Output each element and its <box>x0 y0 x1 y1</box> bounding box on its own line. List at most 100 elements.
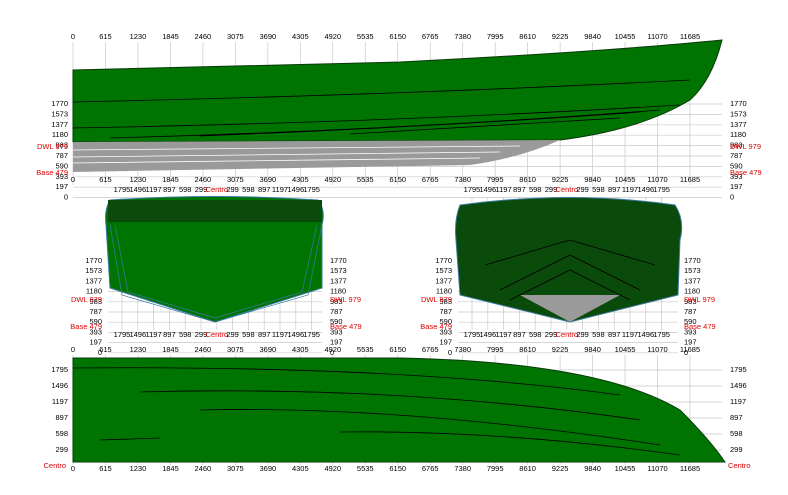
x-label-bottom: 7380 <box>454 175 471 184</box>
plan-y-left: 598 <box>55 429 68 438</box>
plan-x-label-bottom: 4305 <box>292 464 309 473</box>
sec2-x-bottom: 598 <box>529 330 542 339</box>
x-label-top: 4920 <box>324 32 341 41</box>
x-label-top: 0 <box>71 32 75 41</box>
x-label-top: 3690 <box>259 32 276 41</box>
sec2-y-right: 1377 <box>684 276 701 285</box>
plan-x-label-top: 615 <box>99 345 112 354</box>
y-label-right: 1180 <box>730 130 746 139</box>
plan-x-label-top: 6765 <box>422 345 439 354</box>
base-left: Base 479 <box>36 168 68 177</box>
plan-x-label-bottom: 11685 <box>680 464 700 473</box>
sec-x-bottom: 1197 <box>272 330 288 339</box>
x-label-top: 6765 <box>422 32 439 41</box>
plan-y-right: 1197 <box>730 397 746 406</box>
plan-y-right: 897 <box>730 413 743 422</box>
sec2-x-top: 1496 <box>637 185 654 194</box>
sec-x-top: 598 <box>179 185 192 194</box>
sec2-x-top: 1795 <box>653 185 670 194</box>
y-label-right: 1377 <box>730 120 747 129</box>
x-label-top: 4305 <box>292 32 309 41</box>
hull-plan <box>72 357 726 463</box>
sec-x-top: 299 <box>226 185 239 194</box>
sec-x-top: 1496 <box>129 185 146 194</box>
hull-profile <box>72 39 723 143</box>
x-label-bottom: 615 <box>99 175 112 184</box>
sec2-base-left: Base 479 <box>420 322 452 331</box>
sec2-dwl-right: DWL 979 <box>684 295 715 304</box>
sec2-y-right: 197 <box>684 338 697 347</box>
plan-x-label-top: 1845 <box>162 345 179 354</box>
base-right: Base 479 <box>730 168 762 177</box>
plan-x-label-bottom: 10455 <box>615 464 636 473</box>
plan-x-label-top: 6150 <box>389 345 406 354</box>
sec-y-right: 590 <box>330 317 343 326</box>
sec-y-left: 393 <box>89 327 102 336</box>
y-label-left: 393 <box>55 172 68 181</box>
plan-x-label-bottom: 6765 <box>422 464 439 473</box>
sec2-x-bottom: 1795 <box>653 330 670 339</box>
x-label-top: 5535 <box>357 32 374 41</box>
sec2-base-right: Base 479 <box>684 322 716 331</box>
x-label-top: 8610 <box>519 32 536 41</box>
plan-y-left: 1795 <box>51 365 68 374</box>
sec2-x-bottom: 1496 <box>479 330 496 339</box>
sec-y-left: 1180 <box>86 287 102 296</box>
x-label-bottom: 6150 <box>389 175 406 184</box>
x-label-top: 6150 <box>389 32 406 41</box>
x-label-top: 1845 <box>162 32 179 41</box>
section-lines-right <box>484 239 656 301</box>
sec2-y-right: 1180 <box>684 287 700 296</box>
sec2-x-top: 1197 <box>496 185 512 194</box>
sec2-x-bottom: 598 <box>592 330 605 339</box>
sec-x-bottom: 1496 <box>129 330 146 339</box>
sec-y-left: 197 <box>89 338 102 347</box>
plan-x-label-top: 3075 <box>227 345 244 354</box>
plan-x-label-top: 7380 <box>454 345 471 354</box>
x-label-top: 11070 <box>647 32 667 41</box>
y-label-right: 393 <box>730 172 743 181</box>
sec2-y-right: 1770 <box>684 256 701 265</box>
sec-x-top: 897 <box>258 185 271 194</box>
sec-y-left: 1377 <box>85 276 102 285</box>
plan-x-label-top: 10455 <box>615 345 636 354</box>
sec-y-left: 1573 <box>85 266 102 275</box>
plan-x-label-top: 4920 <box>324 345 341 354</box>
x-label-bottom: 4305 <box>292 175 309 184</box>
y-label-left: 1770 <box>51 99 68 108</box>
plan-y-right: 1795 <box>730 365 747 374</box>
x-label-bottom: 9840 <box>584 175 601 184</box>
plan-x-label-bottom: 6150 <box>389 464 406 473</box>
y-label-right: 197 <box>730 182 743 191</box>
plan-x-label-bottom: 9840 <box>584 464 601 473</box>
sec-x-bottom: 1795 <box>114 330 131 339</box>
hull-underwater <box>73 140 560 172</box>
sec-x-bottom: 598 <box>242 330 255 339</box>
plan-x-label-bottom: 5535 <box>357 464 374 473</box>
sec2-y-left: 393 <box>439 327 452 336</box>
plan-x-label-bottom: 7995 <box>487 464 504 473</box>
sec2-x-bottom: 299 <box>545 330 558 339</box>
x-label-bottom: 3690 <box>259 175 276 184</box>
x-label-bottom: 11685 <box>680 175 700 184</box>
body-plan-top <box>108 200 322 222</box>
sec2-y-left: 1573 <box>435 266 452 275</box>
x-label-bottom: 11070 <box>647 175 667 184</box>
plan-x-label-bottom: 3690 <box>259 464 276 473</box>
x-label-bottom: 9225 <box>552 175 569 184</box>
sec2-x-top: 1496 <box>479 185 496 194</box>
plan-lines <box>72 367 681 456</box>
plan-x-label-bottom: 1230 <box>130 464 147 473</box>
x-label-top: 9225 <box>552 32 569 41</box>
sec-x-bottom: 897 <box>258 330 271 339</box>
plan-x-label-top: 1230 <box>130 345 147 354</box>
x-label-bottom: 8610 <box>519 175 536 184</box>
sec-y-right: 1573 <box>330 266 347 275</box>
sec-x-top: 1795 <box>114 185 131 194</box>
sec2-x-bottom: Centro <box>556 330 579 339</box>
plan-x-label-top: 8610 <box>519 345 536 354</box>
section-lines <box>109 224 323 323</box>
y-label-right: 590 <box>730 161 743 170</box>
plan-x-label-top: 11685 <box>680 345 700 354</box>
